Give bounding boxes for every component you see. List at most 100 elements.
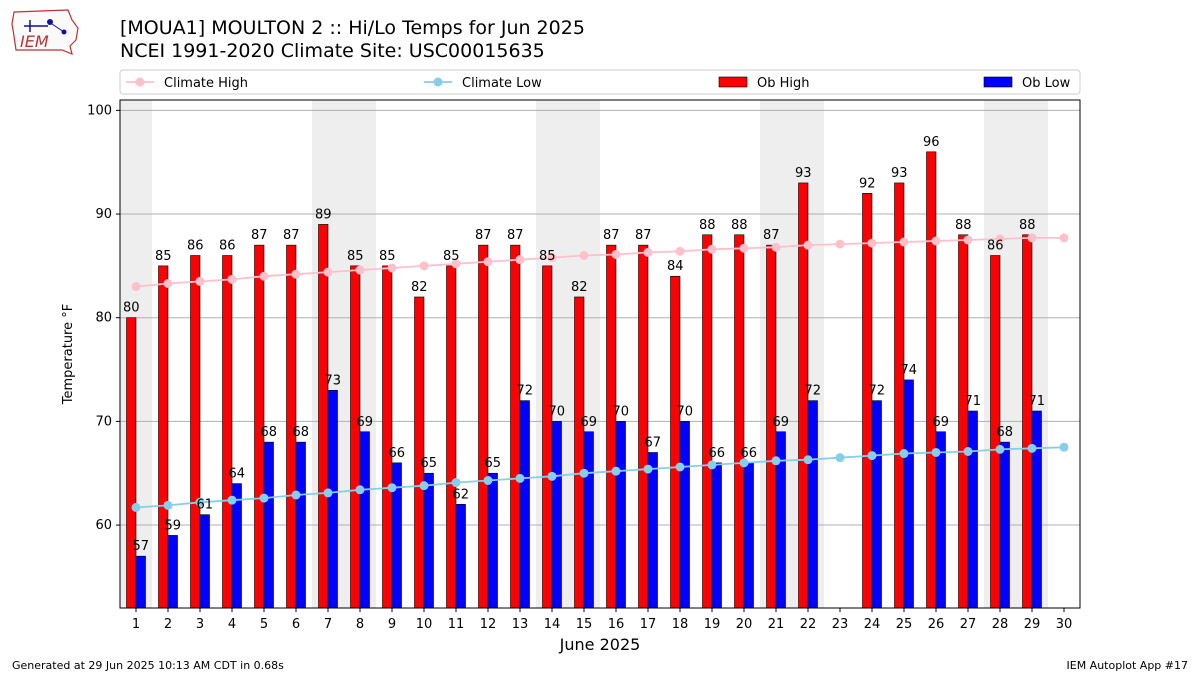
x-tick-label: 9 — [388, 617, 396, 632]
climate-low-point — [547, 471, 557, 481]
ob-high-label: 82 — [571, 280, 588, 295]
x-tick-label: 19 — [704, 617, 721, 632]
climate-low-point — [867, 451, 877, 461]
x-tick-label: 28 — [992, 617, 1009, 632]
climate-low-point — [419, 481, 429, 491]
legend-marker-swatch — [135, 77, 145, 87]
climate-low-point — [835, 453, 845, 463]
ob-low-label: 65 — [484, 456, 501, 471]
climate-low-point — [611, 466, 621, 476]
x-tick-label: 25 — [896, 617, 913, 632]
ob-low-label: 67 — [644, 435, 661, 450]
ob-high-label: 89 — [315, 207, 332, 222]
climate-low-point — [963, 446, 973, 456]
ob-low-bar — [999, 441, 1010, 609]
climate-low-point — [323, 488, 333, 498]
y-tick-label: 60 — [95, 518, 112, 533]
x-tick-label: 4 — [228, 617, 236, 632]
y-axis-label: Temperature °F — [61, 304, 76, 405]
climate-low-point — [803, 455, 813, 465]
climate-high-point — [547, 253, 557, 263]
ob-high-label: 87 — [283, 228, 300, 243]
legend-bar-swatch — [718, 76, 748, 88]
climate-low-line — [135, 446, 1065, 509]
legend-label: Ob Low — [1022, 76, 1071, 91]
x-tick-label: 21 — [768, 617, 785, 632]
ob-low-bar — [807, 400, 818, 609]
ob-low-bar — [423, 472, 434, 609]
climate-high-point — [963, 235, 973, 245]
x-tick-label: 1 — [132, 617, 140, 632]
ob-high-bar — [1022, 234, 1033, 609]
climate-high-point — [451, 259, 461, 269]
ob-high-bar — [926, 151, 937, 609]
ob-high-bar — [894, 182, 905, 609]
grid-lines — [120, 109, 1080, 526]
plot-frame — [119, 99, 1081, 609]
climate-low-point — [515, 473, 525, 483]
x-tick-label: 2 — [164, 617, 172, 632]
ob-high-bar — [958, 234, 969, 609]
iem-logo: IEM — [8, 6, 82, 58]
ob-high-label: 85 — [539, 249, 556, 264]
ob-low-bar — [199, 514, 210, 609]
ob-low-label: 66 — [740, 446, 757, 461]
x-tick-label: 7 — [324, 617, 332, 632]
ob-low-label: 57 — [132, 539, 149, 554]
climate-low-point — [259, 493, 269, 503]
ob-low-bar — [263, 441, 274, 609]
ob-low-label: 64 — [228, 467, 245, 482]
ob-low-label: 70 — [676, 404, 693, 419]
ob-high-bar — [350, 265, 361, 609]
ob-low-label: 72 — [804, 384, 821, 399]
ob-low-label: 69 — [772, 415, 789, 430]
ob-low-label: 66 — [708, 446, 725, 461]
x-axis-label: June 2025 — [559, 635, 641, 654]
climate-low-point — [899, 449, 909, 459]
ob-low-bar — [551, 421, 562, 609]
ob-low-label: 71 — [964, 394, 981, 409]
ob-low-bar — [583, 431, 594, 609]
climate-high-line — [135, 236, 1064, 288]
legend: Climate High Climate Low Ob High Ob Low — [119, 69, 1081, 95]
x-tick-label: 23 — [832, 617, 849, 632]
climate-low-point — [355, 485, 365, 495]
climate-high-point — [739, 243, 749, 253]
climate-low-point — [579, 468, 589, 478]
x-tick-label: 22 — [800, 617, 817, 632]
ob-high-bar — [222, 255, 233, 609]
climate-high-point — [867, 238, 877, 248]
ob-low-label: 72 — [868, 384, 885, 399]
ob-high-label: 86 — [219, 239, 236, 254]
climate-low-point — [483, 475, 493, 485]
climate-high-point — [227, 274, 237, 284]
ob-high-label: 84 — [667, 259, 684, 274]
ob-low-bar — [743, 462, 754, 609]
x-tick-label: 18 — [672, 617, 689, 632]
ob-high-label: 87 — [635, 228, 652, 243]
ob-low-bar — [519, 400, 530, 609]
climate-low-point — [227, 495, 237, 505]
ob-low-label: 70 — [548, 404, 565, 419]
ob-low-bar — [967, 410, 978, 609]
climate-high-point — [643, 247, 653, 257]
ob-high-label: 86 — [187, 239, 204, 254]
ob-high-bar — [670, 275, 681, 609]
climate-low-point — [707, 460, 717, 470]
ob-high-bar — [478, 244, 489, 609]
x-tick-label: 15 — [576, 617, 593, 632]
ob-high-bar — [862, 193, 873, 609]
x-tick-label: 14 — [544, 617, 561, 632]
climate-low-point — [1059, 442, 1069, 452]
x-tick-label: 5 — [260, 617, 268, 632]
ob-high-bar — [702, 234, 713, 609]
ob-low-label: 68 — [996, 425, 1013, 440]
ob-high-label: 80 — [123, 301, 140, 316]
climate-low-point — [1027, 443, 1037, 453]
climate-low-point — [387, 483, 397, 493]
ob-low-label: 73 — [324, 373, 341, 388]
ob-high-label: 93 — [891, 166, 908, 181]
legend-bar-swatch — [983, 76, 1013, 88]
climate-low-point — [931, 447, 941, 457]
